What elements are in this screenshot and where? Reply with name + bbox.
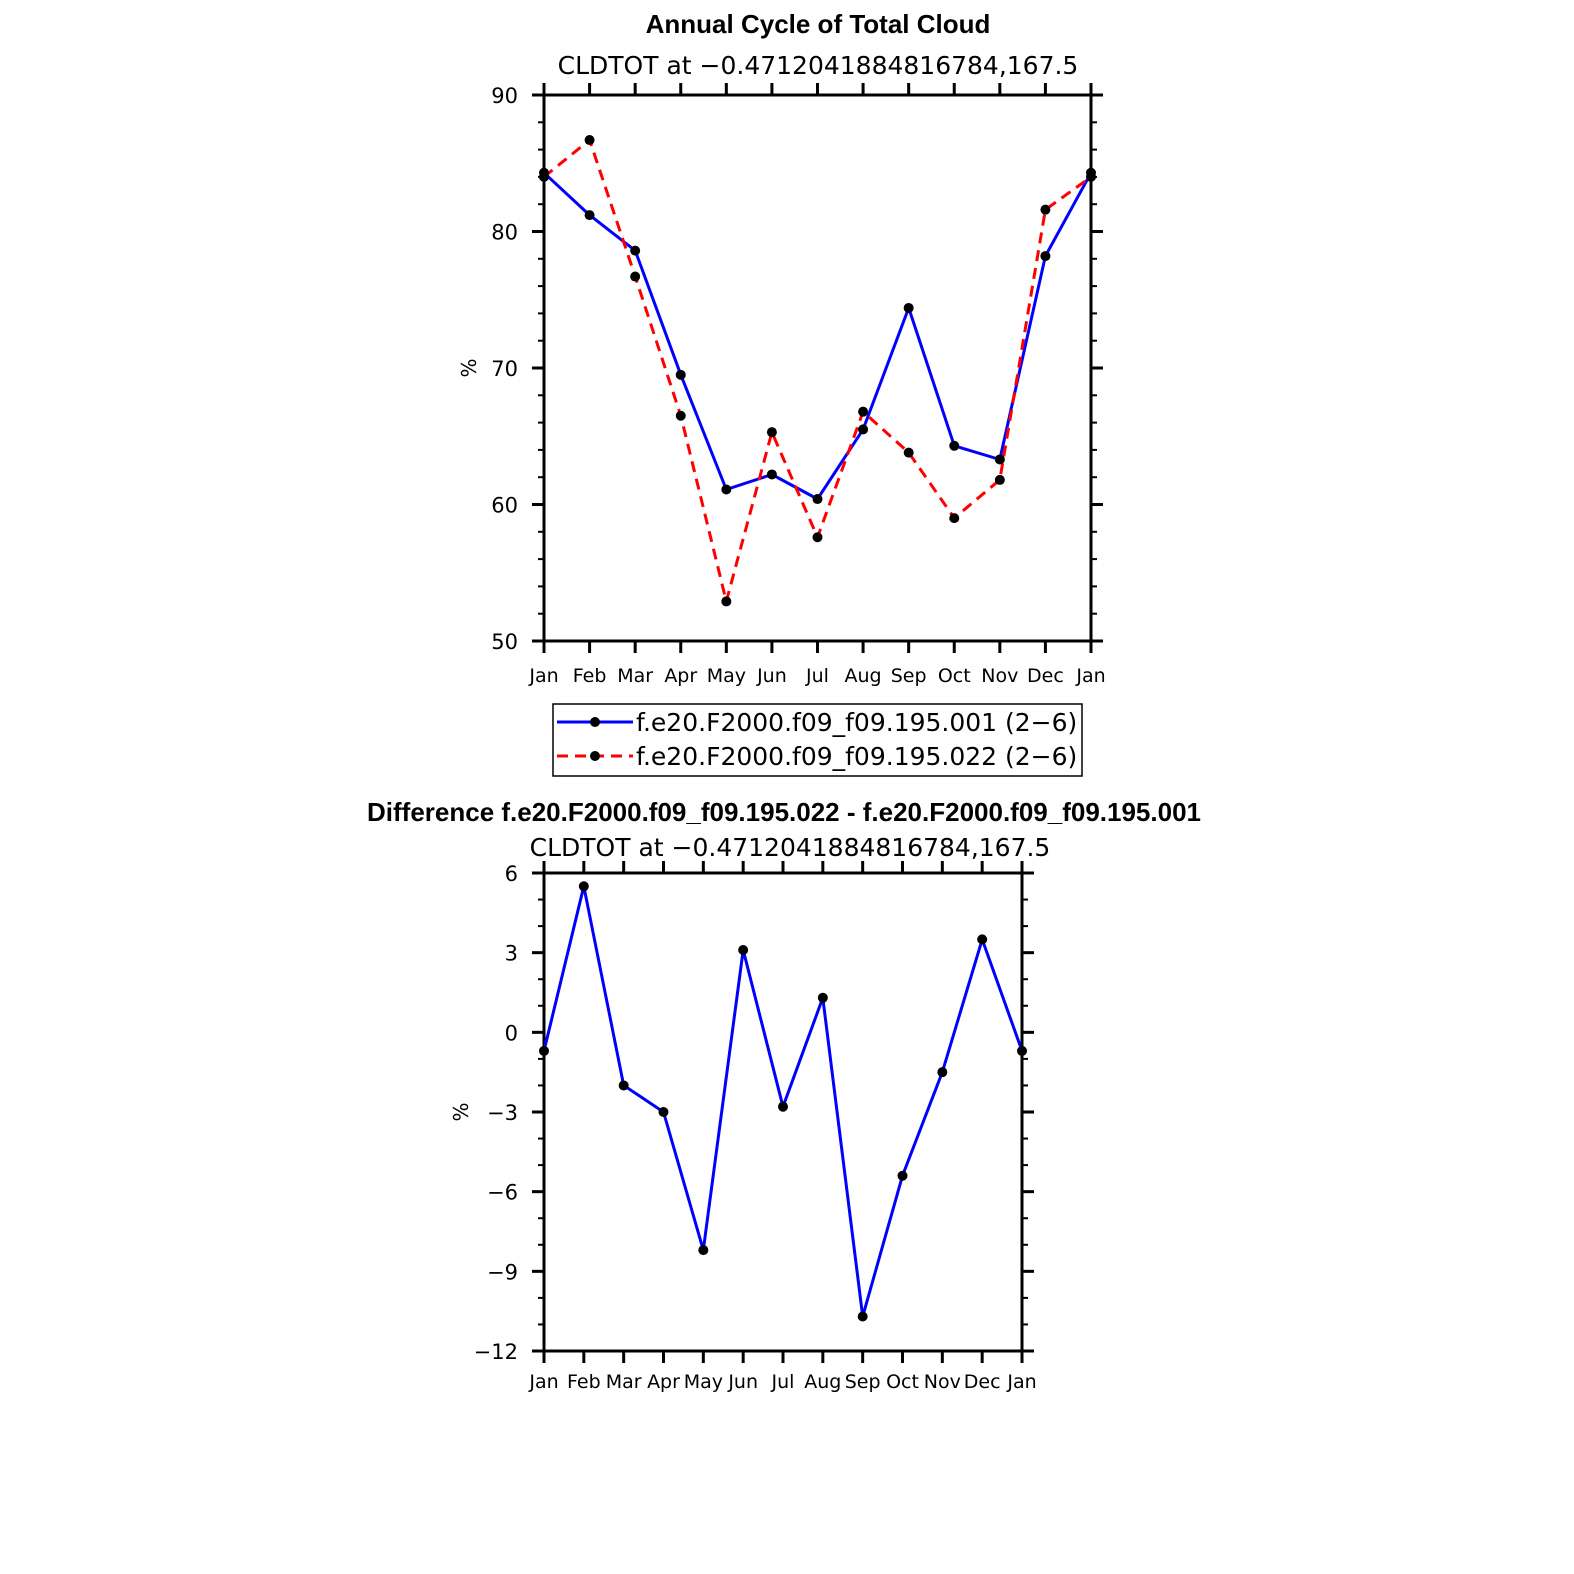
series-line-2 bbox=[543, 138, 1092, 603]
x-tick-label: Mar bbox=[617, 665, 653, 687]
data-point-series-1 bbox=[578, 881, 589, 892]
y-tick-label: −9 bbox=[487, 1260, 518, 1284]
plot-frame bbox=[542, 871, 1024, 1353]
data-point-series-1 bbox=[618, 1080, 629, 1091]
chart-title: Annual Cycle of Total Cloud bbox=[646, 9, 991, 39]
legend-label-series-1: f.e20.F2000.f09_f09.195.001 (2−6) bbox=[636, 708, 1077, 737]
difference-panel: Difference f.e20.F2000.f09_f09.195.022 -… bbox=[367, 797, 1201, 1393]
data-point-series-2 bbox=[994, 474, 1005, 485]
x-tick-label: Apr bbox=[664, 665, 697, 687]
data-point-series-2 bbox=[1086, 171, 1096, 182]
x-tick-label: Jun bbox=[756, 665, 787, 687]
x-tick-label: Jan bbox=[528, 1371, 558, 1393]
series-line-1 bbox=[542, 884, 1024, 1318]
x-tick-label: May bbox=[707, 665, 746, 687]
y-tick-label: 6 bbox=[505, 862, 518, 886]
data-point-series-1 bbox=[949, 440, 960, 451]
chart-subtitle: CLDTOT at −0.4712041884816784,167.5 bbox=[530, 833, 1051, 862]
y-tick-label: 60 bbox=[491, 494, 518, 518]
y-tick-label: −3 bbox=[487, 1101, 518, 1125]
data-point-series-2 bbox=[675, 410, 686, 421]
data-point-series-1 bbox=[738, 945, 749, 956]
data-point-series-2 bbox=[539, 171, 549, 182]
x-tick-label: Oct bbox=[886, 1371, 919, 1393]
chart-subtitle: CLDTOT at −0.4712041884816784,167.5 bbox=[558, 51, 1079, 80]
x-tick-label: May bbox=[684, 1371, 723, 1393]
data-point-series-2 bbox=[721, 596, 732, 607]
data-point-series-1 bbox=[994, 454, 1005, 465]
legend-marker-series-2 bbox=[590, 751, 600, 761]
x-tick-label: Jan bbox=[1006, 1371, 1036, 1393]
x-tick-label: Feb bbox=[573, 665, 607, 687]
x-tick-label: Sep bbox=[891, 665, 927, 687]
data-point-series-2 bbox=[903, 447, 914, 458]
data-point-series-1 bbox=[539, 1045, 549, 1056]
y-tick-label: −12 bbox=[474, 1340, 518, 1364]
data-point-series-2 bbox=[949, 513, 960, 524]
data-point-series-1 bbox=[897, 1170, 908, 1181]
x-tick-label: Jun bbox=[727, 1371, 758, 1393]
y-tick-label: 0 bbox=[505, 1021, 518, 1045]
data-point-series-1 bbox=[977, 934, 988, 945]
x-tick-label: Apr bbox=[647, 1371, 680, 1393]
x-tick-label: Jan bbox=[528, 665, 558, 687]
y-tick-label: 80 bbox=[491, 221, 518, 245]
data-point-series-2 bbox=[858, 406, 869, 417]
data-point-series-1 bbox=[658, 1107, 669, 1117]
data-point-series-1 bbox=[857, 1311, 868, 1322]
data-point-series-1 bbox=[937, 1067, 948, 1078]
series-line-1 bbox=[542, 171, 1093, 501]
data-point-series-2 bbox=[584, 135, 595, 146]
x-tick-label: Nov bbox=[924, 1371, 961, 1393]
x-tick-label: Sep bbox=[845, 1371, 881, 1393]
x-tick-label: Oct bbox=[938, 665, 971, 687]
x-tick-label: Mar bbox=[606, 1371, 642, 1393]
data-point-series-1 bbox=[766, 469, 777, 480]
y-tick-label: 90 bbox=[491, 84, 518, 108]
x-tick-label: Jul bbox=[805, 665, 829, 687]
data-point-series-1 bbox=[812, 494, 823, 505]
x-tick-label: Feb bbox=[567, 1371, 601, 1393]
y-tick-label: −6 bbox=[487, 1181, 518, 1205]
x-tick-label: Jan bbox=[1075, 665, 1105, 687]
data-point-series-1 bbox=[630, 245, 641, 256]
y-axis-label: % bbox=[449, 1102, 473, 1121]
legend-marker-series-1 bbox=[590, 717, 600, 727]
data-point-series-1 bbox=[675, 369, 686, 380]
legend: f.e20.F2000.f09_f09.195.001 (2−6) f.e20.… bbox=[552, 703, 1083, 777]
plot-area: 50 60 70 80 90 Jan Feb Mar Apr May Jun Jul Aug Sep Oct… bbox=[491, 83, 1106, 687]
plot-frame bbox=[542, 93, 1093, 643]
chart-title: Difference f.e20.F2000.f09_f09.195.022 -… bbox=[367, 797, 1201, 827]
legend-box bbox=[552, 703, 1083, 777]
x-tick-label: Aug bbox=[845, 665, 882, 687]
y-tick-label: 3 bbox=[505, 942, 518, 966]
y-tick-label: 50 bbox=[491, 630, 518, 654]
y-tick-label: 70 bbox=[491, 357, 518, 381]
data-point-series-2 bbox=[812, 532, 823, 543]
data-point-series-1 bbox=[903, 302, 914, 313]
y-axis-label: % bbox=[457, 358, 481, 377]
plot-area: −12 −9 −6 −3 0 3 6 Jan Feb Mar Apr May Jun Jul Aug Sep O… bbox=[474, 861, 1037, 1393]
data-point-series-2 bbox=[766, 427, 777, 438]
x-tick-label: Jul bbox=[771, 1371, 795, 1393]
x-tick-label: Nov bbox=[981, 665, 1018, 687]
data-point-series-2 bbox=[1040, 204, 1051, 215]
data-point-series-1 bbox=[721, 484, 732, 495]
data-point-series-1 bbox=[1017, 1045, 1027, 1056]
data-point-series-1 bbox=[817, 992, 828, 1003]
x-tick-label: Aug bbox=[804, 1371, 841, 1393]
annual-cycle-panel: Annual Cycle of Total Cloud CLDTOT at −0… bbox=[457, 9, 1106, 777]
data-point-series-1 bbox=[584, 210, 595, 221]
data-point-series-2 bbox=[630, 271, 641, 282]
x-tick-label: Dec bbox=[964, 1371, 1001, 1393]
data-point-series-1 bbox=[1040, 251, 1051, 262]
x-tick-label: Dec bbox=[1027, 665, 1064, 687]
data-point-series-1 bbox=[858, 424, 869, 435]
data-point-series-1 bbox=[778, 1101, 788, 1112]
data-point-series-1 bbox=[698, 1245, 709, 1256]
legend-label-series-2: f.e20.F2000.f09_f09.195.022 (2−6) bbox=[636, 742, 1077, 771]
